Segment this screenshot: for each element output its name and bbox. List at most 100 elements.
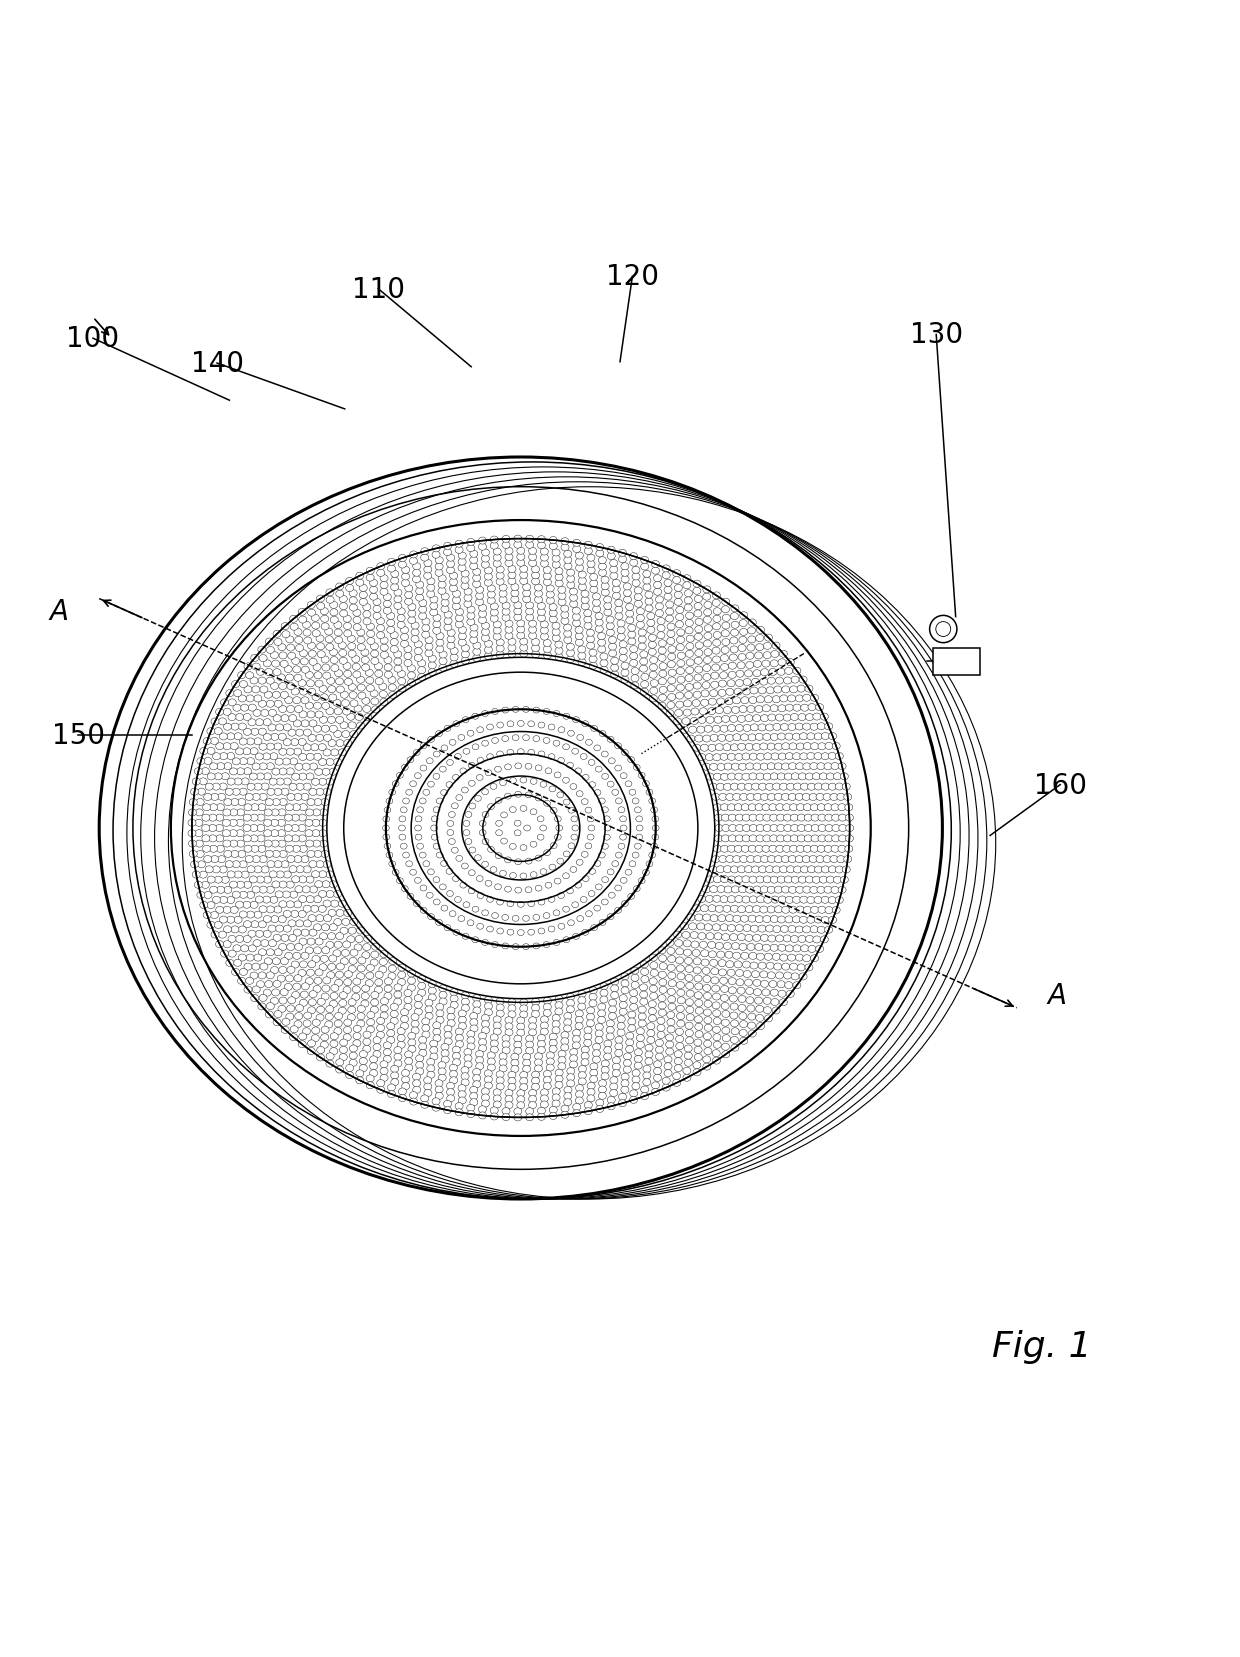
Ellipse shape (600, 653, 608, 661)
Ellipse shape (549, 605, 557, 611)
Ellipse shape (439, 993, 448, 999)
Ellipse shape (255, 896, 263, 903)
Ellipse shape (363, 706, 371, 713)
Ellipse shape (754, 794, 761, 800)
Ellipse shape (221, 774, 229, 780)
Ellipse shape (587, 555, 595, 562)
Ellipse shape (735, 774, 743, 780)
Ellipse shape (243, 714, 252, 721)
Ellipse shape (314, 978, 322, 984)
Ellipse shape (740, 857, 748, 863)
Ellipse shape (613, 1057, 620, 1064)
Text: 110: 110 (352, 275, 404, 303)
Ellipse shape (590, 1064, 598, 1070)
Ellipse shape (749, 825, 758, 832)
Ellipse shape (243, 882, 252, 888)
Ellipse shape (750, 688, 758, 694)
Ellipse shape (389, 862, 396, 867)
Ellipse shape (595, 613, 603, 620)
Ellipse shape (627, 625, 636, 631)
Ellipse shape (314, 726, 321, 732)
Ellipse shape (343, 1019, 352, 1026)
Ellipse shape (404, 598, 413, 606)
Ellipse shape (748, 916, 756, 923)
Ellipse shape (384, 658, 392, 664)
Ellipse shape (392, 870, 399, 877)
Ellipse shape (711, 673, 719, 679)
Ellipse shape (729, 716, 738, 722)
Ellipse shape (532, 1004, 539, 1012)
Ellipse shape (725, 961, 734, 968)
Ellipse shape (676, 684, 684, 691)
Ellipse shape (828, 867, 836, 873)
Ellipse shape (770, 944, 779, 951)
Ellipse shape (517, 1090, 525, 1097)
Ellipse shape (422, 1019, 430, 1026)
Ellipse shape (758, 963, 766, 969)
Ellipse shape (343, 988, 351, 994)
Ellipse shape (632, 573, 640, 580)
Ellipse shape (257, 815, 265, 822)
Ellipse shape (241, 872, 249, 878)
Ellipse shape (305, 703, 314, 709)
Ellipse shape (683, 949, 692, 956)
Ellipse shape (738, 645, 746, 653)
Ellipse shape (737, 979, 744, 986)
Ellipse shape (792, 916, 800, 923)
Ellipse shape (621, 981, 629, 988)
Ellipse shape (675, 1051, 682, 1057)
Ellipse shape (315, 711, 324, 719)
Ellipse shape (556, 580, 563, 588)
Ellipse shape (362, 986, 370, 993)
Ellipse shape (787, 696, 796, 703)
Ellipse shape (453, 775, 459, 780)
Ellipse shape (703, 674, 711, 681)
Ellipse shape (299, 739, 306, 746)
Ellipse shape (326, 1006, 334, 1012)
Ellipse shape (315, 681, 324, 688)
Ellipse shape (795, 724, 804, 731)
Ellipse shape (513, 1109, 522, 1115)
Ellipse shape (202, 835, 210, 842)
Ellipse shape (208, 825, 217, 832)
Ellipse shape (283, 872, 291, 878)
Ellipse shape (720, 877, 729, 883)
Ellipse shape (715, 708, 723, 714)
Ellipse shape (768, 714, 776, 721)
Ellipse shape (239, 862, 247, 868)
Ellipse shape (728, 804, 735, 812)
Ellipse shape (676, 645, 684, 651)
Ellipse shape (472, 1069, 481, 1075)
Ellipse shape (319, 891, 326, 898)
Ellipse shape (288, 920, 296, 928)
Ellipse shape (289, 867, 298, 873)
Ellipse shape (569, 1049, 578, 1056)
Ellipse shape (735, 754, 743, 761)
Ellipse shape (589, 868, 595, 875)
Ellipse shape (216, 941, 223, 948)
Ellipse shape (321, 994, 329, 1001)
Ellipse shape (552, 1089, 560, 1095)
Ellipse shape (533, 943, 539, 949)
Ellipse shape (476, 1057, 484, 1064)
Ellipse shape (412, 623, 419, 630)
Ellipse shape (253, 940, 260, 948)
Ellipse shape (543, 1009, 552, 1017)
Ellipse shape (336, 741, 343, 747)
Ellipse shape (657, 1024, 665, 1032)
Ellipse shape (694, 736, 703, 742)
Ellipse shape (232, 789, 241, 795)
Ellipse shape (779, 999, 787, 1006)
Ellipse shape (309, 789, 317, 795)
Ellipse shape (541, 555, 548, 562)
Ellipse shape (505, 857, 511, 863)
Ellipse shape (444, 1100, 451, 1109)
Ellipse shape (621, 676, 629, 684)
Ellipse shape (398, 671, 405, 678)
Ellipse shape (775, 906, 782, 913)
Ellipse shape (391, 585, 398, 592)
Ellipse shape (466, 545, 475, 552)
Ellipse shape (305, 820, 312, 827)
Ellipse shape (413, 901, 420, 906)
Ellipse shape (708, 699, 717, 706)
